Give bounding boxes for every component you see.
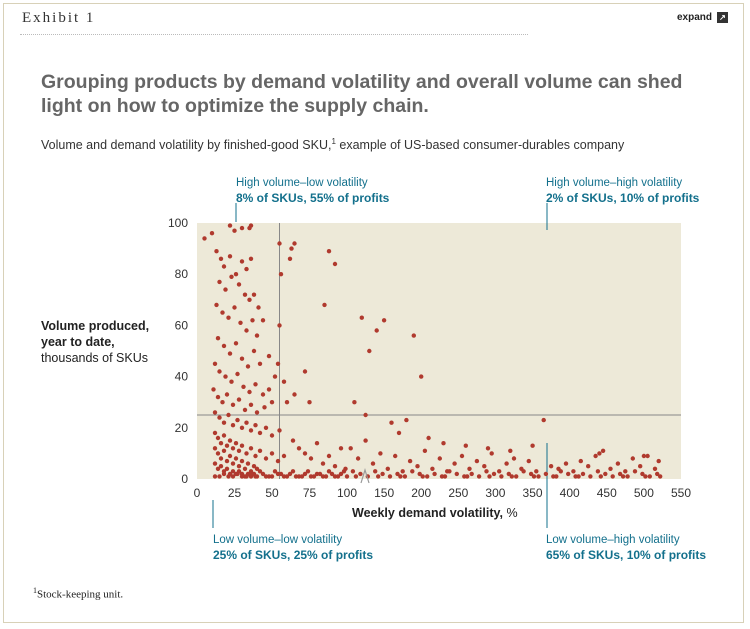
quadrant-top-right-stat: 2% of SKUs, 10% of profits — [546, 191, 700, 205]
y-axis-label-unit: thousands of SKUs — [41, 351, 149, 365]
expand-button[interactable]: expand ↗ — [677, 12, 728, 23]
chart-headline: Grouping products by demand volatility a… — [41, 71, 683, 117]
subtitle-footnote-mark: 1 — [331, 137, 336, 146]
exhibit-number: Exhibit 1 — [22, 10, 96, 26]
quadrant-bottom-right-stat: 65% of SKUs, 10% of profits — [546, 548, 707, 562]
y-axis-label-bold: Volume produced, year to date, — [41, 319, 150, 349]
quadrant-bottom-right: Low volume–high volatility 65% of SKUs, … — [546, 533, 706, 563]
expand-label[interactable]: expand — [676, 12, 712, 23]
subtitle-rest: example of US-based consumer-durables co… — [335, 138, 625, 153]
footnote-mark: 1 — [33, 586, 37, 595]
footnote-text: Stock-keeping unit. — [37, 588, 124, 601]
expand-icon[interactable]: ↗ — [717, 12, 728, 23]
chart-subtitle: Volume and demand volatility by finished… — [41, 137, 624, 152]
subtitle-text: Volume and demand volatility by finished… — [41, 138, 332, 153]
quadrant-bottom-right-label: Low volume–high volatility — [546, 534, 680, 546]
header-divider — [20, 34, 528, 35]
quadrant-top-left: High volume–low volatility 8% of SKUs, 5… — [236, 176, 389, 206]
y-axis-label: Volume produced, year to date, thousands… — [41, 318, 166, 366]
quadrant-top-left-label: High volume–low volatility — [236, 177, 368, 189]
quadrant-top-right-label: High volume–high volatility — [546, 177, 683, 189]
quadrant-bottom-left: Low volume–low volatility 25% of SKUs, 2… — [213, 533, 373, 563]
quadrant-bottom-left-stat: 25% of SKUs, 25% of profits — [213, 548, 374, 562]
x-axis-label-bold: Weekly demand volatility, — [352, 506, 503, 520]
exhibit-frame — [3, 3, 744, 623]
quadrant-top-right: High volume–high volatility 2% of SKUs, … — [546, 176, 699, 206]
quadrant-bottom-left-label: Low volume–low volatility — [213, 534, 343, 546]
x-axis-label-unit: % — [502, 506, 518, 520]
footnote: 1Stock-keeping unit. — [33, 586, 123, 601]
quadrant-top-left-stat: 8% of SKUs, 55% of profits — [236, 191, 390, 205]
